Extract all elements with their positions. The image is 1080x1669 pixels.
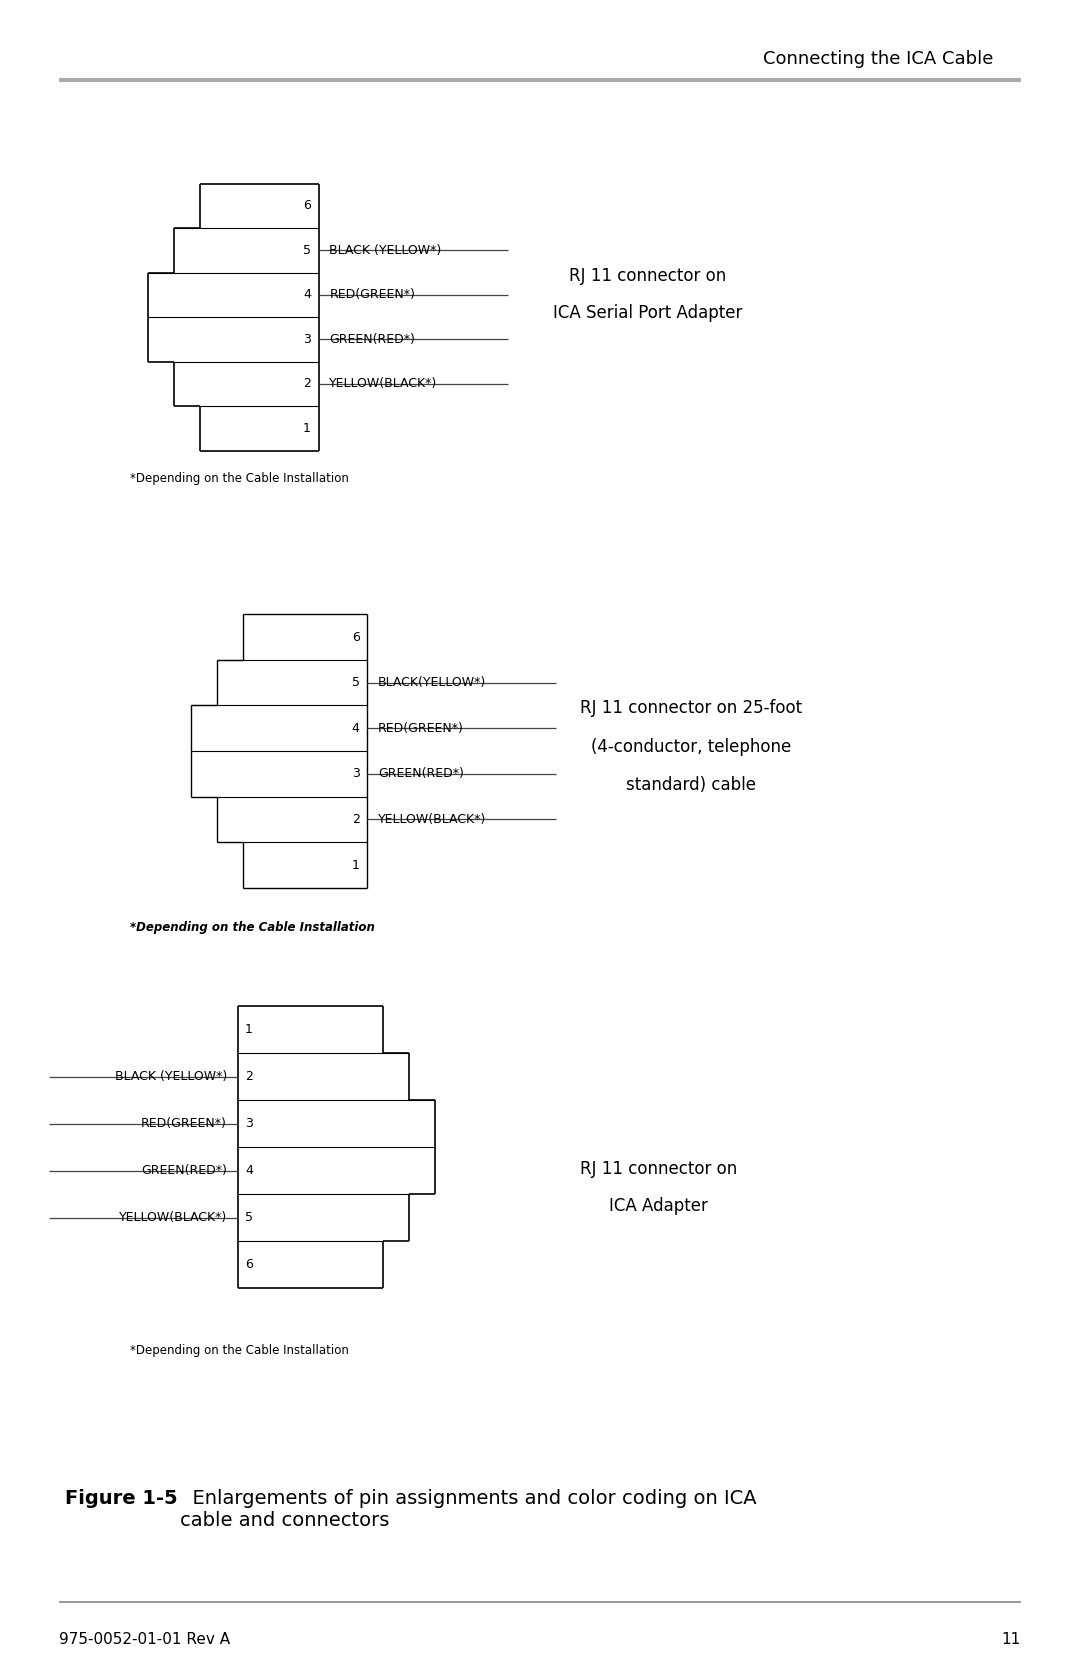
Text: 1: 1 bbox=[352, 858, 360, 871]
Text: GREEN(RED*): GREEN(RED*) bbox=[378, 768, 464, 781]
Text: 3: 3 bbox=[352, 768, 360, 781]
Text: ICA Adapter: ICA Adapter bbox=[609, 1197, 708, 1215]
Text: 4: 4 bbox=[352, 721, 360, 734]
Text: 2: 2 bbox=[245, 1070, 253, 1083]
Text: Figure 1-5: Figure 1-5 bbox=[65, 1489, 177, 1507]
Text: RED(GREEN*): RED(GREEN*) bbox=[329, 289, 416, 302]
Text: *Depending on the Cable Installation: *Depending on the Cable Installation bbox=[130, 472, 349, 486]
Text: ICA Serial Port Adapter: ICA Serial Port Adapter bbox=[553, 304, 743, 322]
Text: RJ 11 connector on 25-foot: RJ 11 connector on 25-foot bbox=[580, 699, 802, 718]
Text: BLACK(YELLOW*): BLACK(YELLOW*) bbox=[378, 676, 486, 689]
Text: RJ 11 connector on: RJ 11 connector on bbox=[569, 267, 727, 285]
Text: RED(GREEN*): RED(GREEN*) bbox=[140, 1118, 227, 1130]
Text: 5: 5 bbox=[303, 244, 311, 257]
Text: *Depending on the Cable Installation: *Depending on the Cable Installation bbox=[130, 921, 375, 935]
Text: GREEN(RED*): GREEN(RED*) bbox=[329, 332, 416, 345]
Text: standard) cable: standard) cable bbox=[626, 776, 756, 794]
Text: 11: 11 bbox=[1001, 1632, 1021, 1647]
Text: GREEN(RED*): GREEN(RED*) bbox=[140, 1165, 227, 1177]
Text: BLACK (YELLOW*): BLACK (YELLOW*) bbox=[329, 244, 442, 257]
Text: 1: 1 bbox=[245, 1023, 253, 1036]
Text: RJ 11 connector on: RJ 11 connector on bbox=[580, 1160, 738, 1178]
Text: 5: 5 bbox=[352, 676, 360, 689]
Text: 975-0052-01-01 Rev A: 975-0052-01-01 Rev A bbox=[59, 1632, 230, 1647]
Text: YELLOW(BLACK*): YELLOW(BLACK*) bbox=[378, 813, 486, 826]
Text: 4: 4 bbox=[303, 289, 311, 302]
Text: 6: 6 bbox=[245, 1258, 253, 1272]
Text: RED(GREEN*): RED(GREEN*) bbox=[378, 721, 464, 734]
Text: 6: 6 bbox=[352, 631, 360, 644]
Text: 2: 2 bbox=[352, 813, 360, 826]
Text: YELLOW(BLACK*): YELLOW(BLACK*) bbox=[329, 377, 437, 391]
Text: YELLOW(BLACK*): YELLOW(BLACK*) bbox=[119, 1212, 227, 1225]
Text: 3: 3 bbox=[303, 332, 311, 345]
Text: 3: 3 bbox=[245, 1118, 253, 1130]
Text: 5: 5 bbox=[245, 1212, 253, 1225]
Text: *Depending on the Cable Installation: *Depending on the Cable Installation bbox=[130, 1344, 349, 1357]
Text: 1: 1 bbox=[303, 422, 311, 436]
Text: BLACK (YELLOW*): BLACK (YELLOW*) bbox=[114, 1070, 227, 1083]
Text: (4-conductor, telephone: (4-conductor, telephone bbox=[591, 738, 792, 756]
Text: Enlargements of pin assignments and color coding on ICA
cable and connectors: Enlargements of pin assignments and colo… bbox=[180, 1489, 757, 1530]
Text: Connecting the ICA Cable: Connecting the ICA Cable bbox=[764, 50, 994, 68]
Text: 4: 4 bbox=[245, 1165, 253, 1177]
Text: 2: 2 bbox=[303, 377, 311, 391]
Text: 6: 6 bbox=[303, 199, 311, 212]
